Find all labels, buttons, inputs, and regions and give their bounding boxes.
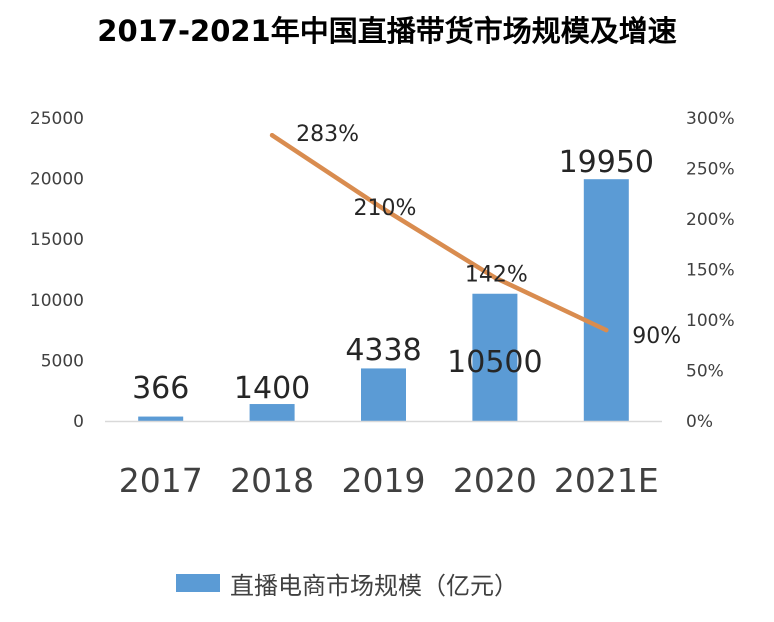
y2-tick-label: 50% [686, 362, 724, 382]
x-tick-label: 2018 [230, 461, 314, 500]
y-tick-label: 0 [73, 412, 84, 432]
y-tick-label: 10000 [30, 291, 84, 311]
x-tick-label: 2017 [119, 461, 203, 500]
growth-point [604, 327, 609, 333]
legend-label: 直播电商市场规模（亿元） [230, 571, 518, 600]
bar [138, 416, 184, 421]
y-tick-label: 20000 [30, 170, 84, 190]
y2-tick-label: 100% [686, 311, 735, 331]
bar-value-label: 366 [132, 371, 189, 406]
x-tick-label: 2020 [453, 461, 537, 500]
growth-value-label: 90% [632, 324, 681, 349]
y2-tick-label: 150% [686, 261, 735, 281]
legend-swatch-bar [176, 574, 220, 592]
growth-value-label: 210% [354, 196, 417, 221]
growth-value-label: 283% [296, 122, 359, 147]
y2-tick-label: 200% [686, 210, 735, 230]
bar-value-label: 4338 [345, 333, 421, 368]
bar [361, 368, 406, 421]
y2-tick-label: 300% [686, 109, 735, 129]
chart-title: 2017-2021年中国直播带货市场规模及增速 [97, 14, 677, 48]
growth-point [269, 132, 275, 138]
bar [472, 293, 518, 421]
y-tick-label: 15000 [30, 230, 84, 250]
x-tick-label: 2021E [554, 461, 659, 500]
growth-value-label: 142% [465, 263, 528, 288]
legend: 直播电商市场规模（亿元） [176, 565, 518, 601]
y-tick-label: 25000 [30, 109, 84, 129]
x-tick-label: 2019 [342, 461, 426, 500]
y2-tick-label: 250% [686, 160, 735, 180]
bar-value-label: 10500 [447, 345, 542, 380]
y2-tick-label: 0% [686, 412, 713, 432]
y-tick-label: 5000 [41, 351, 84, 371]
growth-point [381, 206, 386, 212]
growth-point [492, 275, 498, 280]
bar-value-label: 19950 [559, 145, 654, 180]
bar-value-label: 1400 [234, 371, 310, 406]
bar [583, 179, 629, 421]
bar [249, 404, 295, 421]
growth-line [269, 132, 609, 333]
